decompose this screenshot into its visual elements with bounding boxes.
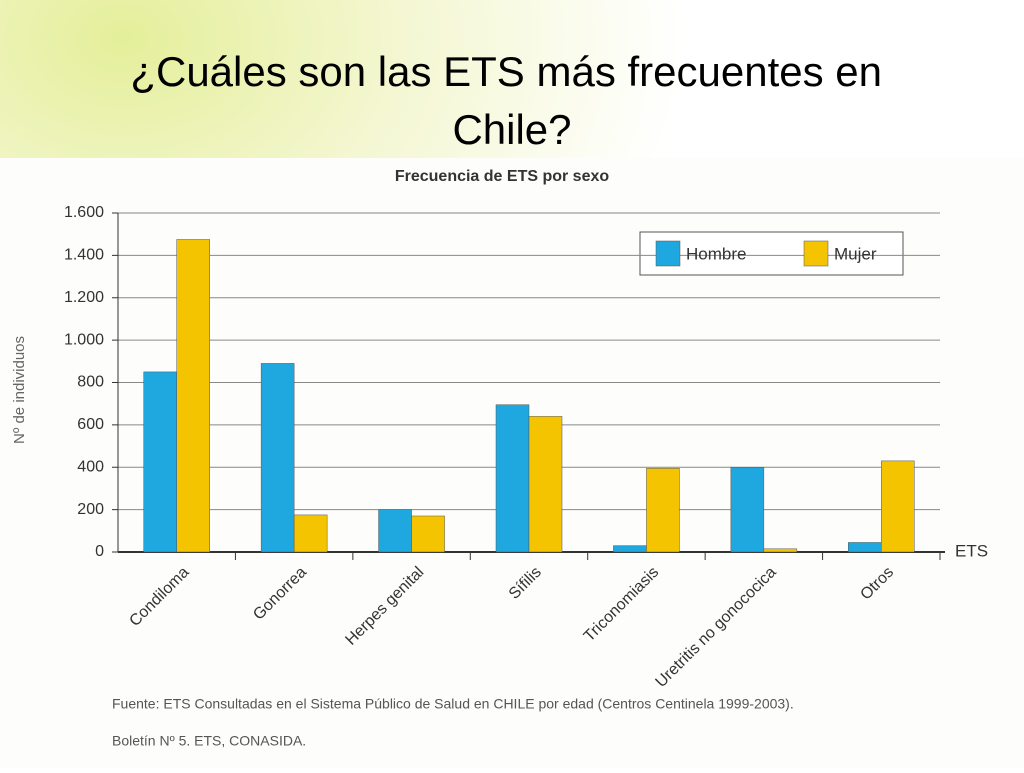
bar [411, 515, 445, 553]
chart-title: Frecuencia de ETS por sexo [395, 168, 610, 185]
legend-label: Mujer [834, 244, 877, 263]
bar [881, 460, 915, 553]
y-tick-label: 1.000 [64, 331, 104, 348]
legend-label: Hombre [686, 244, 746, 263]
y-axis-label: Nº de individuos [11, 336, 28, 444]
y-tick-label: 800 [77, 374, 104, 391]
bar [730, 467, 765, 553]
y-tick-label: 600 [77, 416, 104, 433]
bar [763, 548, 798, 553]
bar [528, 416, 563, 553]
bar [260, 363, 295, 553]
y-tick-label: 0 [95, 543, 104, 560]
y-tick-label: 1.600 [64, 204, 104, 221]
bar [613, 545, 647, 553]
bar [646, 468, 680, 553]
legend-swatch [655, 240, 681, 267]
y-tick-label: 400 [77, 458, 104, 475]
y-tick-label: 200 [77, 501, 104, 518]
slide-title: ¿Cuáles son las ETS más frecuentes en Ch… [130, 48, 893, 153]
bar [378, 509, 412, 553]
x-axis-label: ETS [955, 541, 988, 560]
source-line: Fuente: ETS Consultadas en el Sistema Pú… [112, 696, 794, 712]
legend-swatch [803, 240, 829, 267]
legend-box [639, 231, 904, 276]
y-tick-label: 1.400 [64, 247, 104, 264]
bar [176, 239, 210, 553]
bar [293, 514, 328, 553]
bar [848, 542, 882, 553]
source-line: Boletín Nº 5. ETS, CONASIDA. [112, 733, 306, 749]
y-tick-label: 1.200 [64, 289, 104, 306]
bar [143, 371, 177, 553]
bar [495, 404, 530, 553]
